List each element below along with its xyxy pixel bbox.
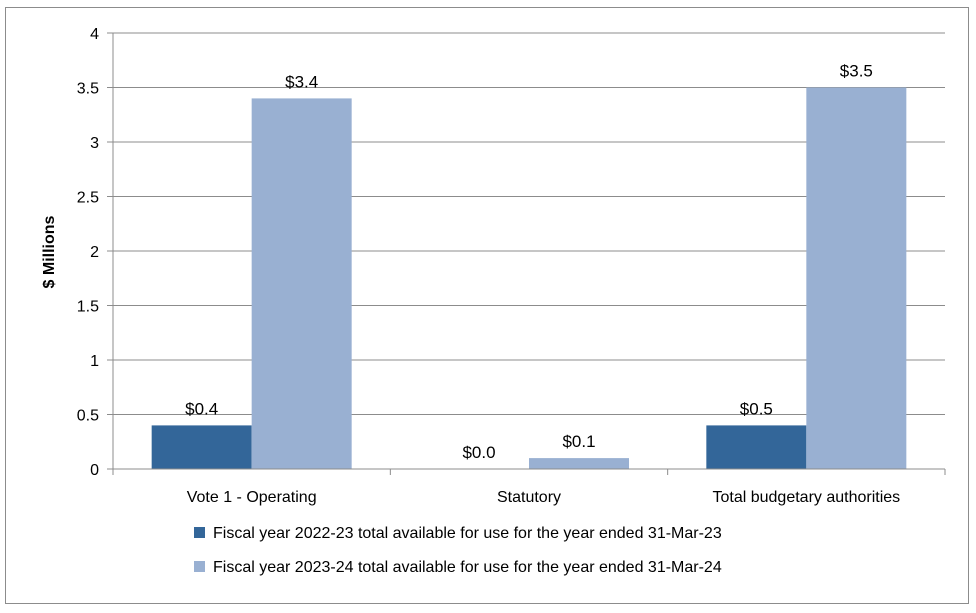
bar	[251, 98, 352, 470]
y-tick-label: 3	[90, 135, 99, 152]
legend-swatch	[194, 561, 205, 572]
x-tick-label: Total budgetary authorities	[712, 489, 900, 506]
axes	[112, 33, 945, 470]
y-tick-label: 0	[90, 462, 99, 479]
y-tick-label: 0.5	[77, 408, 99, 425]
x-tick-label: Vote 1 - Operating	[187, 489, 317, 506]
data-label: $0.1	[562, 432, 595, 451]
x-tick-label: Statutory	[497, 489, 561, 506]
y-tick-label: 3.5	[77, 81, 99, 98]
legend: Fiscal year 2022-23 total available for …	[194, 525, 722, 576]
y-tick-label: 1	[90, 353, 99, 370]
legend-label: Fiscal year 2023-24 total available for …	[213, 559, 722, 576]
y-tick-label: 1.5	[77, 299, 99, 316]
data-labels: $0.4 $3.4 $0.0 $0.1 $0.5 $3.5	[185, 62, 873, 463]
data-label: $0.5	[740, 399, 773, 418]
data-label: $3.4	[285, 72, 318, 91]
data-label: $0.4	[185, 399, 218, 418]
bar	[706, 425, 807, 469]
y-tick-label: 2	[90, 244, 99, 261]
y-tick-label: 4	[90, 26, 99, 43]
y-axis-label: $ Millions	[41, 215, 58, 288]
data-label: $3.5	[840, 62, 873, 81]
bars	[151, 87, 907, 470]
data-label: $0.0	[462, 443, 495, 462]
bar	[529, 458, 629, 469]
legend-swatch	[194, 527, 205, 538]
y-tick-label: 2.5	[77, 190, 99, 207]
bar	[806, 87, 907, 469]
y-axis-ticks: 0 0.5 1 1.5 2 2.5 3 3.5 4	[77, 26, 113, 479]
x-axis-ticks: Vote 1 - Operating Statutory Total budgeta…	[112, 469, 946, 506]
legend-label: Fiscal year 2022-23 total available for …	[213, 525, 722, 542]
bar	[151, 425, 252, 469]
